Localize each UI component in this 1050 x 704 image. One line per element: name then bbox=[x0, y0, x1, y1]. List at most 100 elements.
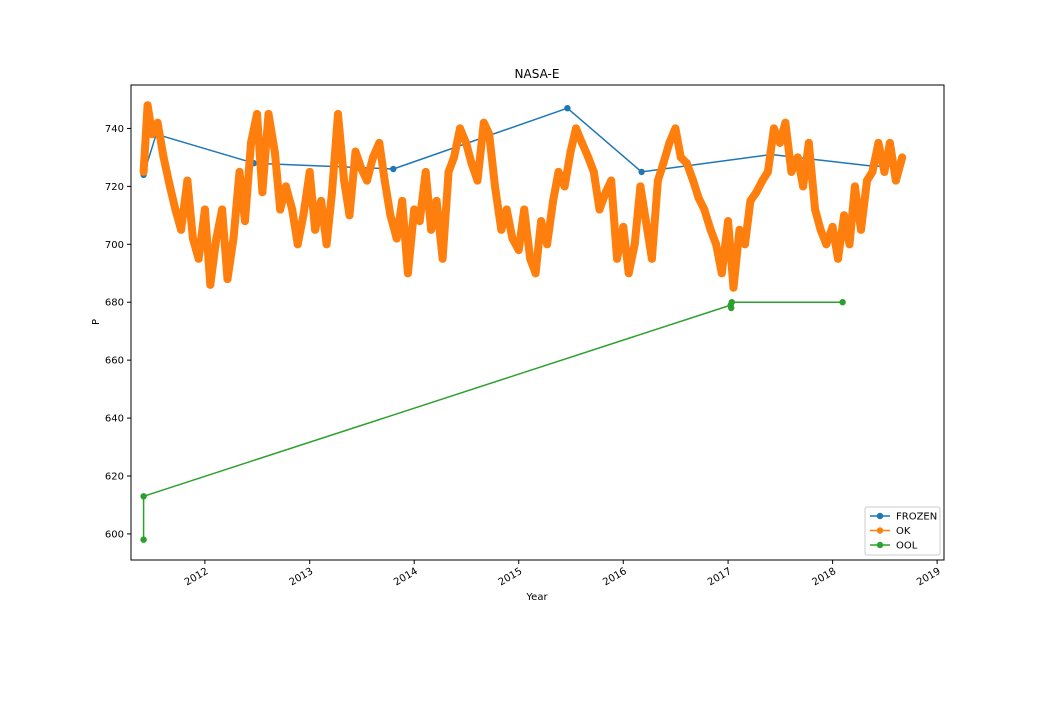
legend-swatch-marker bbox=[876, 541, 884, 549]
data-point bbox=[839, 299, 846, 306]
data-point bbox=[659, 159, 668, 168]
data-point bbox=[276, 205, 285, 214]
data-point bbox=[432, 196, 441, 205]
legend: FROZEN OK OOL bbox=[864, 506, 941, 556]
data-point bbox=[427, 225, 436, 234]
data-point bbox=[564, 105, 571, 112]
data-point bbox=[293, 240, 302, 249]
data-point bbox=[549, 196, 558, 205]
data-point bbox=[728, 299, 735, 306]
data-point bbox=[811, 205, 820, 214]
data-point bbox=[410, 205, 419, 214]
legend-label: FROZEN bbox=[896, 512, 937, 523]
data-point bbox=[741, 240, 749, 249]
data-point bbox=[728, 304, 735, 312]
legend-box bbox=[864, 506, 941, 556]
y-tick-label: 660 bbox=[105, 356, 124, 367]
data-point bbox=[630, 240, 639, 249]
y-axis-label: P bbox=[91, 319, 102, 325]
data-point bbox=[671, 124, 680, 133]
data-point bbox=[746, 196, 755, 205]
data-point bbox=[288, 205, 297, 214]
data-point bbox=[270, 147, 279, 156]
data-point bbox=[165, 182, 174, 191]
data-point bbox=[898, 153, 907, 162]
data-point bbox=[828, 222, 837, 231]
data-point bbox=[322, 240, 331, 249]
data-point bbox=[188, 234, 197, 243]
y-tick-label: 740 bbox=[105, 124, 124, 135]
data-point bbox=[241, 217, 249, 226]
y-tick-label: 680 bbox=[105, 298, 124, 309]
data-point bbox=[729, 283, 738, 292]
data-point bbox=[834, 254, 842, 263]
data-point bbox=[840, 211, 849, 220]
data-point bbox=[334, 110, 342, 118]
data-point bbox=[229, 234, 238, 243]
data-point bbox=[351, 147, 360, 156]
data-point bbox=[140, 493, 147, 500]
data-point bbox=[218, 205, 227, 214]
y-axis: 600 620 640 660 680 700 720 740 bbox=[105, 124, 131, 540]
data-point bbox=[613, 254, 621, 263]
data-point bbox=[139, 167, 148, 176]
data-point bbox=[299, 211, 308, 220]
data-point bbox=[724, 217, 733, 226]
data-point bbox=[375, 138, 384, 147]
data-point bbox=[804, 138, 813, 147]
data-point bbox=[159, 153, 168, 162]
legend-swatch-marker bbox=[876, 512, 884, 520]
data-point bbox=[735, 225, 744, 234]
data-point bbox=[398, 196, 407, 205]
data-point bbox=[456, 124, 464, 133]
data-point bbox=[462, 138, 471, 147]
data-point bbox=[247, 138, 255, 147]
data-point bbox=[212, 234, 221, 243]
y-tick-label: 720 bbox=[105, 182, 124, 193]
data-point bbox=[863, 176, 871, 185]
data-point bbox=[183, 176, 192, 185]
data-point bbox=[682, 159, 691, 168]
data-point bbox=[676, 153, 685, 162]
data-point bbox=[508, 234, 517, 243]
data-point bbox=[752, 188, 761, 197]
data-point bbox=[386, 211, 395, 220]
data-point bbox=[479, 118, 488, 127]
data-point bbox=[357, 165, 366, 173]
data-point bbox=[194, 254, 203, 263]
data-point bbox=[554, 167, 563, 176]
data-point bbox=[601, 188, 610, 197]
data-point bbox=[531, 269, 540, 278]
data-point bbox=[467, 159, 476, 168]
data-point bbox=[689, 176, 698, 185]
data-point bbox=[700, 205, 709, 214]
data-point bbox=[857, 225, 865, 234]
data-point bbox=[305, 167, 314, 176]
data-point bbox=[200, 205, 209, 214]
data-point bbox=[793, 153, 802, 162]
data-point bbox=[392, 234, 401, 243]
data-point bbox=[566, 147, 575, 156]
data-point bbox=[763, 167, 772, 176]
data-point bbox=[223, 275, 232, 284]
data-point bbox=[885, 138, 894, 147]
data-point bbox=[816, 225, 825, 234]
data-point bbox=[641, 217, 650, 226]
data-point bbox=[799, 182, 808, 191]
series-ok bbox=[139, 101, 907, 292]
data-point bbox=[584, 153, 593, 162]
data-point bbox=[712, 240, 721, 249]
data-point bbox=[264, 110, 273, 118]
data-point bbox=[850, 182, 859, 191]
plot-frame bbox=[130, 84, 945, 561]
legend-label: OOL bbox=[896, 541, 918, 552]
legend-swatch-marker bbox=[876, 527, 884, 534]
data-point bbox=[363, 176, 371, 185]
data-point bbox=[624, 269, 633, 278]
data-point bbox=[438, 254, 447, 263]
data-point bbox=[543, 240, 552, 249]
data-point bbox=[619, 222, 628, 231]
data-point bbox=[140, 536, 147, 543]
